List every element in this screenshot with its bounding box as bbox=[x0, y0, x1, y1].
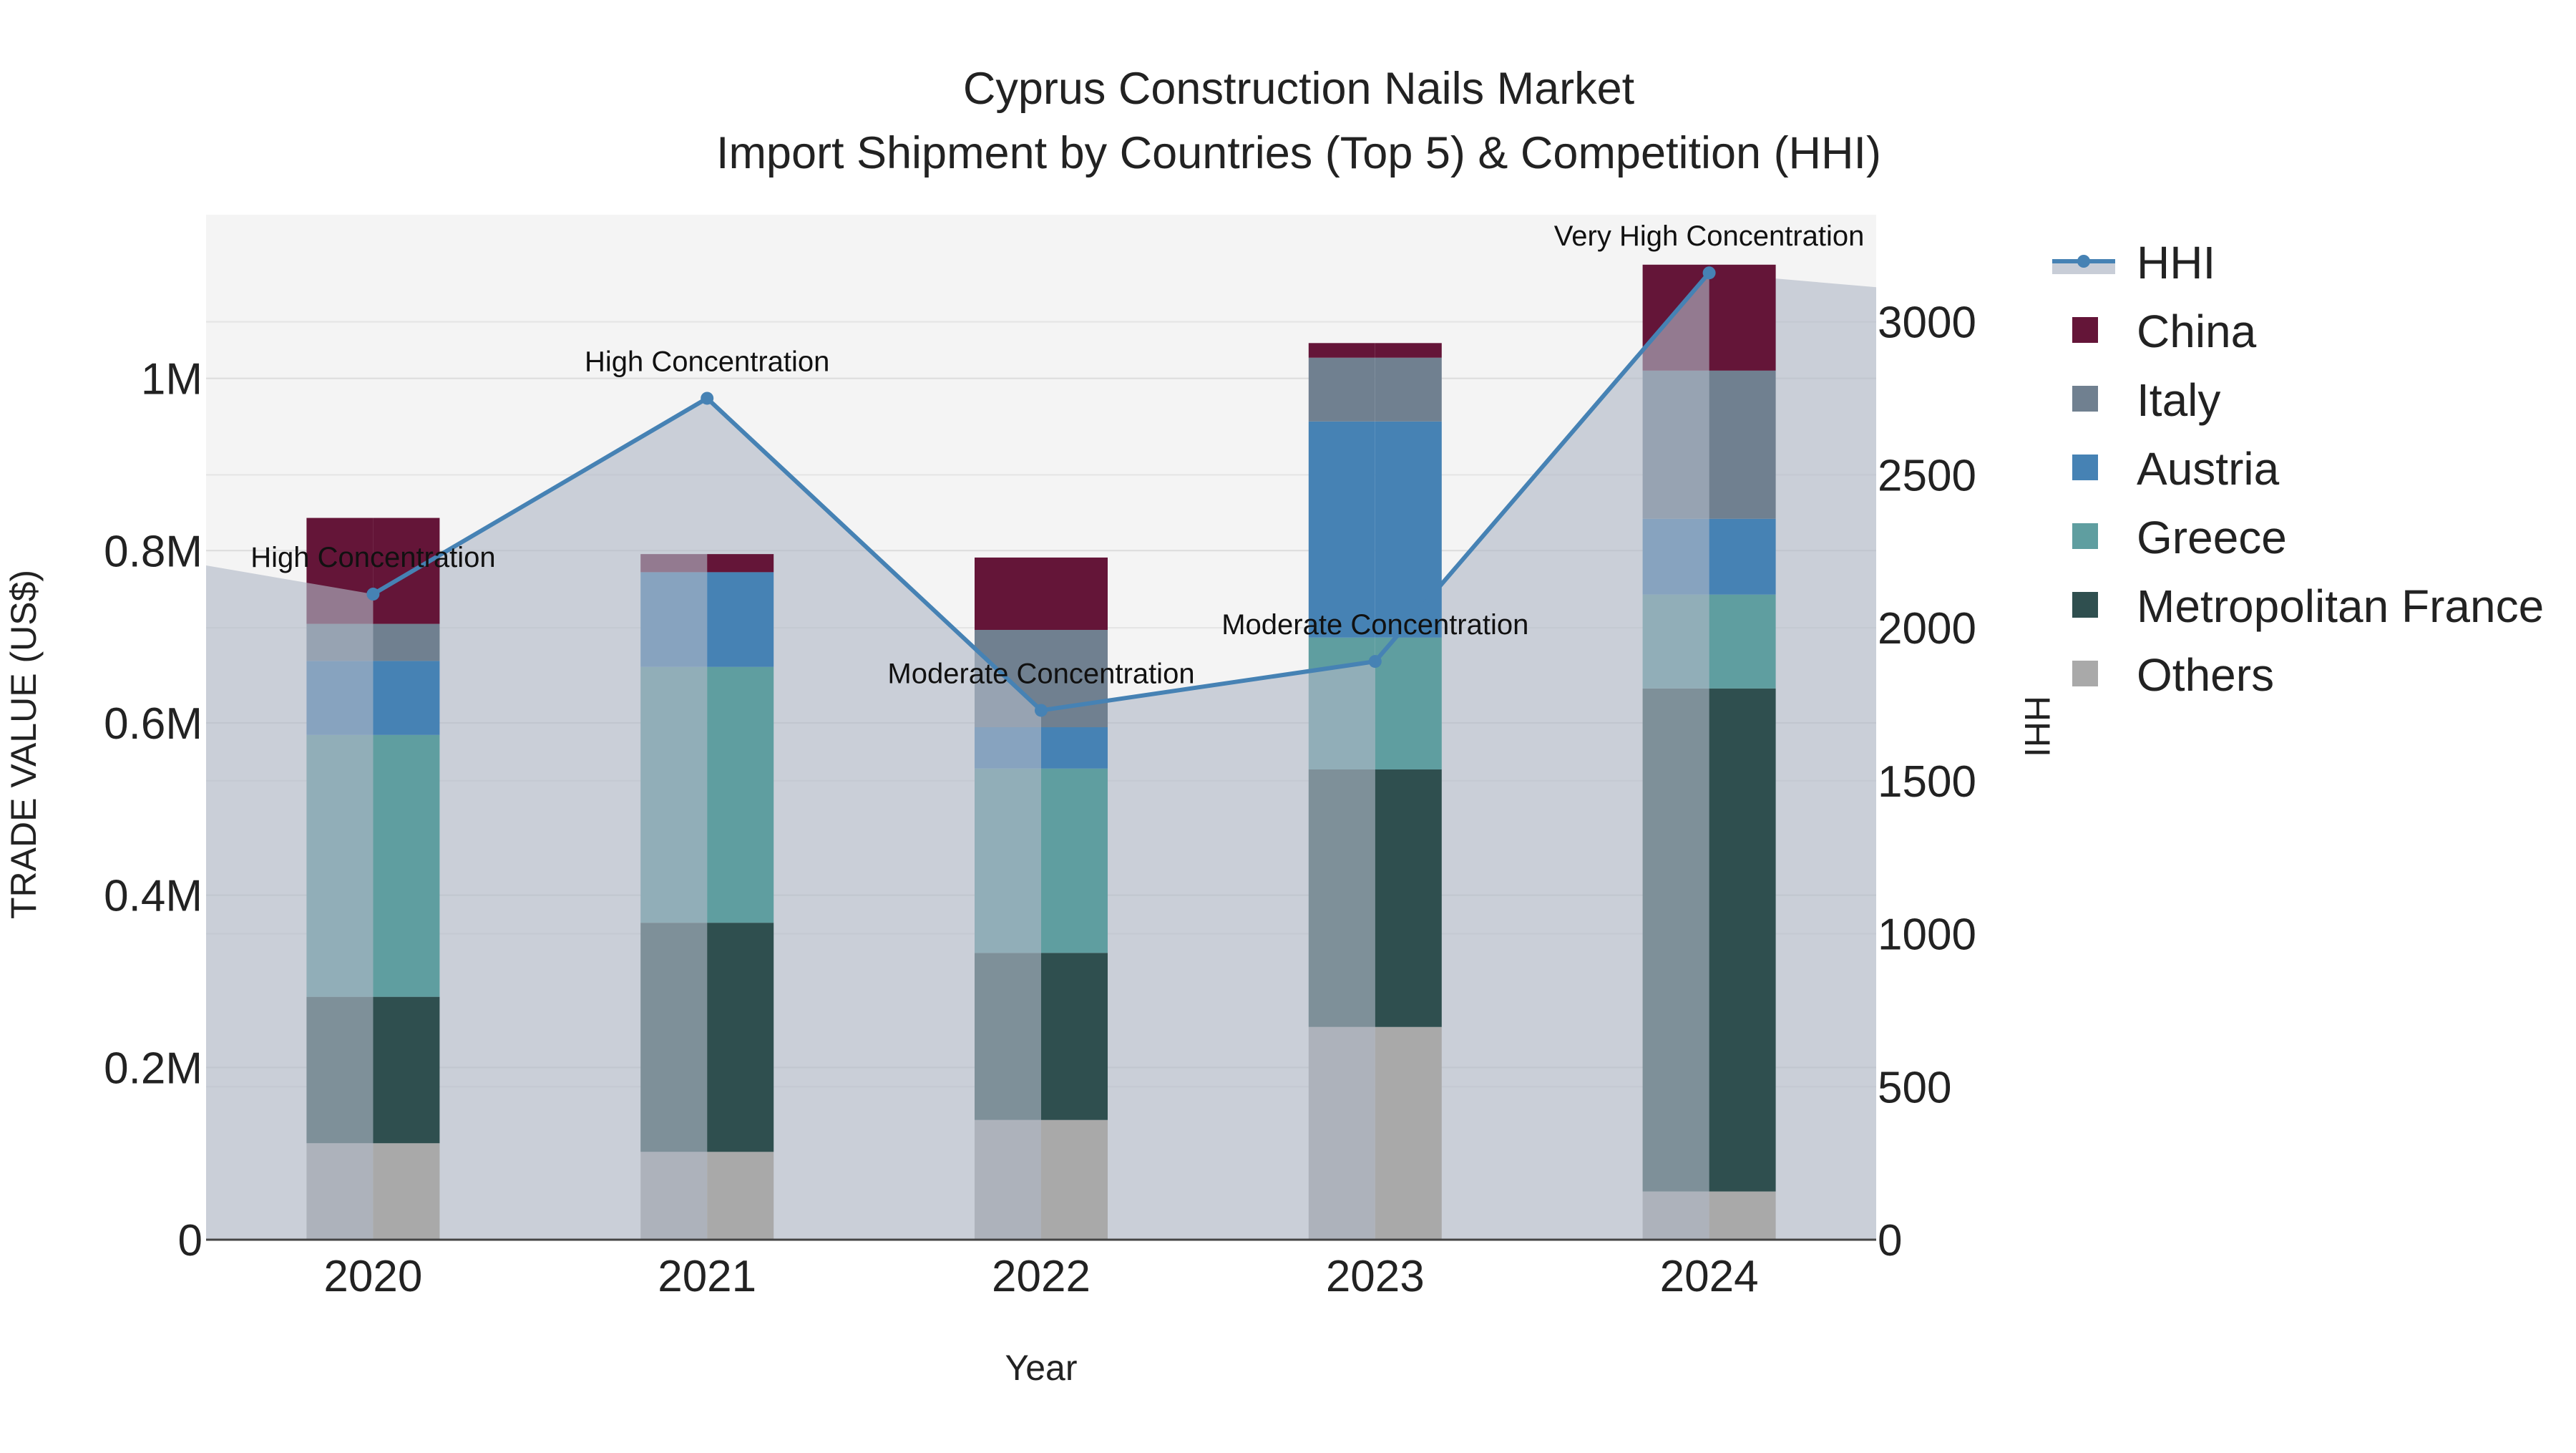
y2-tick-label: 1500 bbox=[1878, 757, 1976, 807]
legend-item-greece[interactable]: Greece bbox=[2072, 512, 2287, 563]
y2-tick-label: 1000 bbox=[1878, 910, 1976, 960]
legend: HHI China Italy Austria Greece Metropolitan F… bbox=[2052, 237, 2544, 701]
hhi-label-2021: High Concentration bbox=[585, 346, 829, 377]
legend-item-others[interactable]: Others bbox=[2072, 649, 2274, 701]
bars-right-halves bbox=[373, 264, 1776, 1240]
legend-item-italy[interactable]: Italy bbox=[2072, 374, 2220, 426]
y-tick-label: 0 bbox=[178, 1216, 203, 1265]
legend-item-china[interactable]: China bbox=[2072, 306, 2257, 357]
bar-greece-2023-right bbox=[1375, 637, 1442, 769]
bar-metropolitan-france-2023-right bbox=[1375, 769, 1442, 1027]
bar-greece-2022-right bbox=[1041, 768, 1108, 953]
legend-label: Austria bbox=[2137, 443, 2280, 495]
y2-tick-label: 2000 bbox=[1878, 604, 1976, 653]
y-tick-label: 0.8M bbox=[104, 527, 203, 576]
x-tick-label-2023: 2023 bbox=[1326, 1252, 1425, 1301]
legend-item-metropolitan-france[interactable]: Metropolitan France bbox=[2072, 580, 2544, 632]
bar-china-2022 bbox=[975, 557, 1041, 631]
legend-swatch bbox=[2072, 386, 2098, 412]
x-axis-ticks: 2020 2021 2022 2023 2024 bbox=[323, 1252, 1758, 1301]
bar-others-2020-right bbox=[373, 1143, 440, 1240]
bar-china-2020-right bbox=[373, 517, 440, 624]
bar-austria-2023-right bbox=[1375, 421, 1442, 638]
bar-others-2022-right bbox=[1041, 1119, 1108, 1240]
x-tick-label-2024: 2024 bbox=[1660, 1252, 1759, 1301]
chart-title: Cyprus Construction Nails Market bbox=[963, 64, 1635, 114]
bar-greece-2024-right bbox=[1709, 594, 1776, 689]
legend-swatch bbox=[2072, 661, 2098, 686]
y2-tick-label: 0 bbox=[1878, 1216, 1902, 1265]
bar-austria-2024-right bbox=[1709, 518, 1776, 595]
legend-label: Others bbox=[2137, 649, 2274, 701]
bar-metropolitan-france-2024-right bbox=[1709, 688, 1776, 1192]
legend-item-austria[interactable]: Austria bbox=[2072, 443, 2280, 495]
bar-austria-2023 bbox=[1308, 421, 1375, 638]
bar-greece-2021-right bbox=[707, 666, 774, 923]
bar-italy-2023 bbox=[1308, 357, 1375, 422]
bar-greece-2020-right bbox=[373, 734, 440, 997]
hhi-markers bbox=[366, 266, 1716, 717]
bar-italy-2023-right bbox=[1375, 357, 1442, 422]
bar-metropolitan-france-2020-right bbox=[373, 996, 440, 1144]
bar-austria-2022-right bbox=[1041, 727, 1108, 769]
hhi-label-2020: High Concentration bbox=[250, 542, 495, 573]
x-tick-label-2022: 2022 bbox=[992, 1252, 1091, 1301]
legend-swatch bbox=[2072, 455, 2098, 480]
bar-italy-2024-right bbox=[1709, 370, 1776, 519]
y2-axis-ticks: 0 500 1000 1500 2000 2500 3000 bbox=[1878, 298, 1976, 1265]
bar-others-2024-right bbox=[1709, 1191, 1776, 1240]
legend-label: HHI bbox=[2137, 237, 2215, 288]
y-tick-label: 1M bbox=[141, 355, 203, 404]
x-axis-title: Year bbox=[1005, 1348, 1077, 1388]
y-axis-title: TRADE VALUE (US$) bbox=[4, 570, 44, 919]
bar-austria-2020-right bbox=[373, 661, 440, 735]
y-tick-label: 0.4M bbox=[104, 872, 203, 921]
bar-others-2023-right bbox=[1375, 1026, 1442, 1240]
legend-swatch-marker bbox=[2077, 255, 2090, 268]
chart-subtitle: Import Shipment by Countries (Top 5) & C… bbox=[716, 128, 1881, 178]
bar-china-2022-right bbox=[1041, 557, 1108, 631]
y-axis-ticks: 0 0.2M 0.4M 0.6M 0.8M 1M bbox=[104, 355, 203, 1265]
legend-swatch bbox=[2072, 523, 2098, 549]
bar-metropolitan-france-2021-right bbox=[707, 923, 774, 1152]
bar-italy-2022-right bbox=[1041, 630, 1108, 727]
legend-item-hhi[interactable]: HHI bbox=[2052, 237, 2215, 288]
y2-tick-label: 2500 bbox=[1878, 451, 1976, 500]
bar-china-2024-right bbox=[1709, 264, 1776, 371]
hhi-point-2022 bbox=[1035, 704, 1048, 717]
legend-label: Greece bbox=[2137, 512, 2287, 563]
legend-swatch bbox=[2072, 317, 2098, 343]
hhi-point-2024 bbox=[1702, 266, 1716, 280]
legend-label: China bbox=[2137, 306, 2257, 357]
hhi-point-2020 bbox=[366, 588, 380, 601]
legend-label: Italy bbox=[2137, 374, 2220, 426]
x-tick-label-2021: 2021 bbox=[658, 1252, 756, 1301]
y2-tick-label: 3000 bbox=[1878, 298, 1976, 348]
bar-metropolitan-france-2022-right bbox=[1041, 953, 1108, 1120]
hhi-label-2023: Moderate Concentration bbox=[1221, 609, 1528, 641]
legend-swatch bbox=[2072, 592, 2098, 618]
y-tick-label: 0.2M bbox=[104, 1044, 203, 1093]
bar-austria-2021-right bbox=[707, 572, 774, 667]
y2-tick-label: 500 bbox=[1878, 1063, 1951, 1112]
bar-others-2021-right bbox=[707, 1152, 774, 1240]
y-tick-label: 0.6M bbox=[104, 699, 203, 749]
bar-china-2021-right bbox=[707, 554, 774, 573]
legend-label: Metropolitan France bbox=[2137, 580, 2544, 632]
bar-china-2023-right bbox=[1375, 343, 1442, 358]
x-tick-label-2020: 2020 bbox=[323, 1252, 422, 1301]
y2-axis-title: HHI bbox=[2017, 696, 2057, 757]
hhi-annotations: High Concentration High Concentration Mode… bbox=[250, 220, 1864, 689]
hhi-label-2022: Moderate Concentration bbox=[887, 658, 1194, 689]
bar-china-2023 bbox=[1308, 343, 1375, 358]
hhi-point-2021 bbox=[701, 392, 714, 405]
hhi-point-2023 bbox=[1368, 655, 1382, 669]
hhi-label-2024: Very High Concentration bbox=[1554, 220, 1865, 252]
bar-italy-2020-right bbox=[373, 623, 440, 661]
